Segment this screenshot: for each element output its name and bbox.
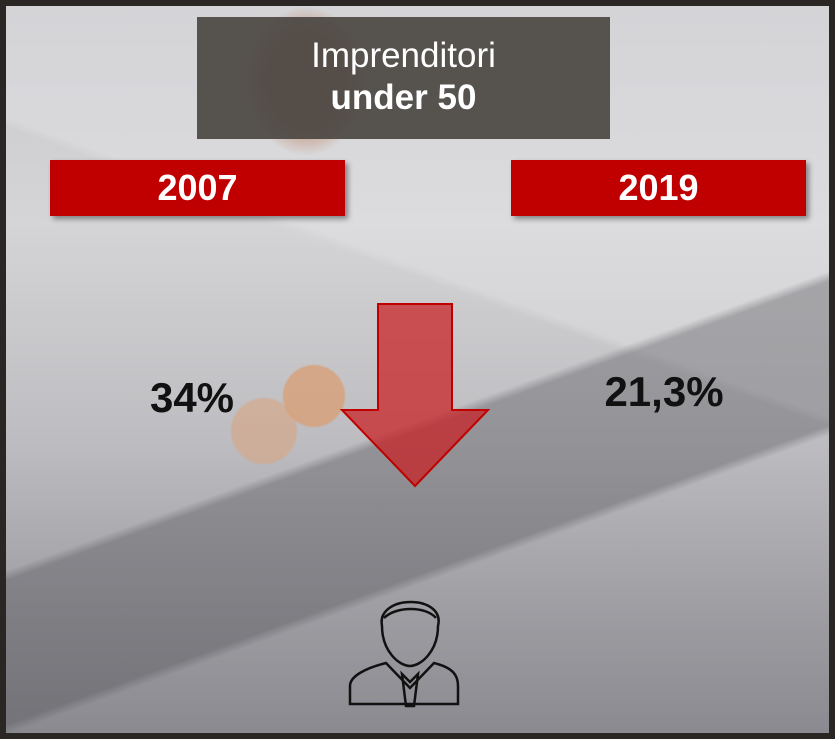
percent-value: 21,3% bbox=[564, 368, 764, 416]
title-line-1: Imprenditori bbox=[311, 36, 496, 75]
year-label: 2019 bbox=[511, 160, 806, 216]
year-label: 2007 bbox=[50, 160, 345, 216]
slide: Imprenditori under 50 2007 2019 34% 21,3… bbox=[0, 0, 835, 739]
title-box: Imprenditori under 50 bbox=[197, 17, 610, 139]
person-icon bbox=[350, 602, 458, 706]
percent-value: 34% bbox=[92, 374, 292, 422]
title-line-2: under 50 bbox=[197, 77, 610, 119]
down-arrow bbox=[342, 304, 488, 486]
